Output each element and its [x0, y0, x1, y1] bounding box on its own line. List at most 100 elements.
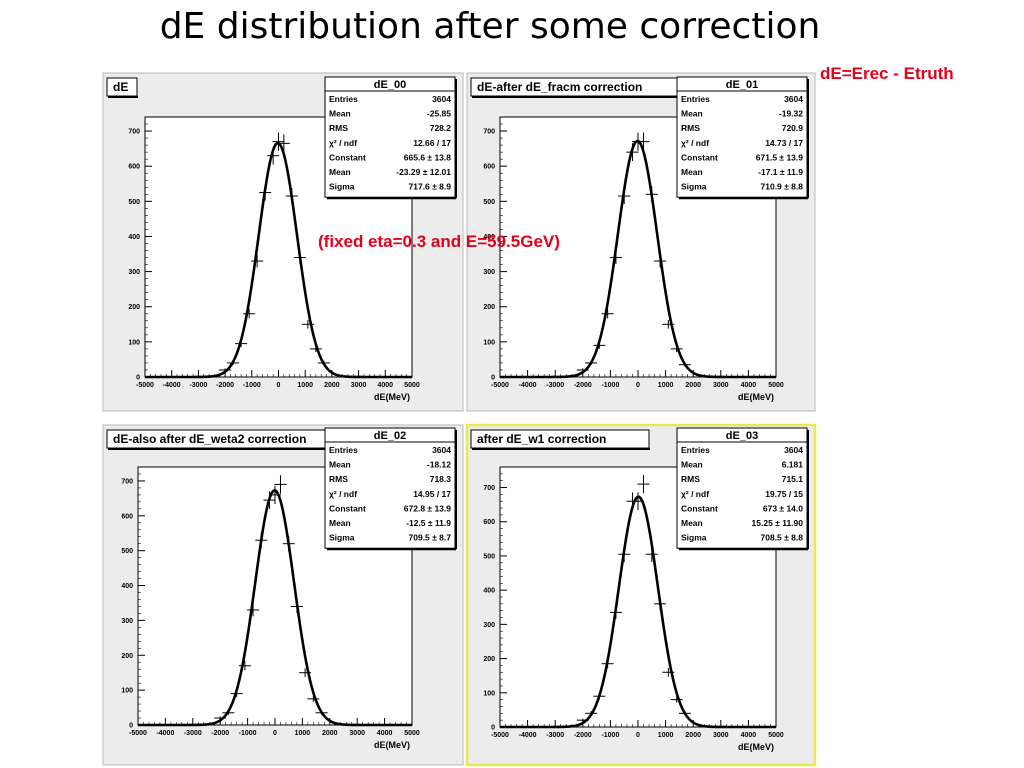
y-tick-label: 100 [128, 339, 140, 346]
data-point [317, 360, 330, 366]
fixed-conditions-note: (fixed eta=0.3 and E=59.5GeV) [318, 232, 560, 251]
data-point [618, 188, 631, 205]
stats-label: χ² / ndf [681, 489, 709, 499]
y-tick-label: 200 [483, 304, 495, 311]
x-tick-label: 5000 [768, 732, 784, 739]
histogram-panel-2: -5000 -4000 -3000 -2000 -1000 0 1000 2000 3000 40… [102, 424, 464, 766]
data-point [576, 368, 589, 372]
stats-value: -25.85 [427, 109, 451, 119]
stats-label: Constant [329, 152, 366, 162]
data-point [222, 710, 235, 715]
data-point [263, 491, 276, 509]
data-point [670, 345, 683, 353]
data-point [593, 692, 606, 700]
stats-value: 709.5 ± 8.7 [409, 533, 452, 543]
y-tick-label: 100 [121, 688, 133, 695]
x-tick-label: 1000 [295, 730, 311, 737]
x-tick-label: -5000 [129, 730, 147, 737]
stats-label: Constant [681, 503, 718, 513]
data-point [269, 485, 281, 504]
stats-value: 728.2 [430, 123, 452, 133]
stats-box [324, 76, 456, 198]
data-point [214, 716, 227, 720]
stats-value: 708.5 ± 8.8 [761, 533, 804, 543]
stats-label: Constant [681, 152, 718, 162]
x-tick-label: -1000 [239, 730, 257, 737]
y-tick-label: 400 [483, 234, 495, 241]
histogram-panel-0: -5000 -4000 -3000 -2000 -1000 0 1000 2000 3000 40… [102, 72, 464, 412]
y-tick-label: 700 [483, 485, 495, 492]
stats-label: Sigma [681, 533, 707, 543]
x-tick-label: -2000 [216, 382, 234, 389]
x-tick-label: 3000 [349, 730, 365, 737]
stats-label: χ² / ndf [329, 138, 357, 148]
x-tick-label: -4000 [519, 732, 537, 739]
stats-value: 12.66 / 17 [413, 138, 451, 148]
data-point [645, 186, 658, 203]
y-tick-label: 400 [483, 588, 495, 595]
data-point [251, 254, 264, 268]
y-tick-label: 700 [483, 129, 495, 136]
stats-label: RMS [681, 123, 700, 133]
stats-value: 3604 [784, 94, 803, 104]
y-tick-label: 400 [128, 234, 140, 241]
histogram-name: dE_03 [726, 430, 758, 442]
y-tick-label: 200 [121, 653, 133, 660]
x-tick-label: -5000 [136, 382, 154, 389]
stats-label: RMS [329, 474, 348, 484]
histogram-name: dE_02 [374, 430, 406, 442]
data-point [618, 546, 631, 562]
x-tick-label: 0 [273, 730, 277, 737]
stats-value: 3604 [784, 445, 803, 455]
histogram-panel-1: -5000 -4000 -3000 -2000 -1000 0 1000 2000 3000 40… [466, 72, 816, 412]
stats-value: 715.1 [782, 474, 804, 484]
stats-box [676, 76, 808, 198]
y-tick-label: 500 [483, 553, 495, 560]
y-tick-label: 300 [128, 269, 140, 276]
stats-box [676, 427, 808, 549]
x-tick-label: -3000 [546, 732, 564, 739]
x-axis-label: dE(MeV) [374, 392, 410, 402]
data-point [290, 600, 303, 613]
x-tick-label: 3000 [351, 382, 367, 389]
data-point [267, 146, 280, 165]
slide-title: dE distribution after some correction [159, 6, 821, 47]
data-point [637, 132, 650, 151]
x-tick-label: -4000 [156, 730, 174, 737]
y-tick-label: 500 [121, 548, 133, 555]
data-point [678, 711, 691, 716]
data-point [255, 532, 268, 549]
stats-label: Entries [681, 94, 710, 104]
data-point [272, 132, 285, 151]
data-point [585, 360, 598, 366]
histogram-name: dE_00 [374, 79, 406, 91]
stats-label: Mean [329, 518, 351, 528]
stats-label: Mean [681, 109, 703, 119]
stats-value: 3604 [432, 445, 451, 455]
x-tick-label: -4000 [163, 382, 181, 389]
data-point [576, 718, 589, 722]
x-tick-label: 0 [636, 732, 640, 739]
stats-value: 671.5 ± 13.9 [756, 152, 803, 162]
data-point [235, 340, 248, 348]
stats-value: 665.6 ± 13.8 [404, 152, 451, 162]
stats-label: Mean [681, 518, 703, 528]
y-tick-label: 200 [483, 656, 495, 663]
x-tick-label: -2000 [211, 730, 229, 737]
y-tick-label: 400 [121, 583, 133, 590]
x-tick-label: 4000 [378, 382, 394, 389]
y-tick-label: 100 [483, 690, 495, 697]
data-point [307, 695, 320, 702]
stats-label: Mean [681, 167, 703, 177]
histogram-name: dE_01 [726, 79, 758, 91]
data-point [282, 535, 295, 552]
x-tick-label: 5000 [404, 382, 420, 389]
x-tick-label: 3000 [713, 382, 729, 389]
stats-value: 6.181 [782, 460, 804, 470]
data-point [654, 597, 667, 611]
data-point [678, 362, 691, 367]
stats-label: RMS [329, 123, 348, 133]
x-tick-label: 4000 [741, 732, 757, 739]
stats-label: Entries [329, 445, 358, 455]
data-point [654, 254, 667, 268]
